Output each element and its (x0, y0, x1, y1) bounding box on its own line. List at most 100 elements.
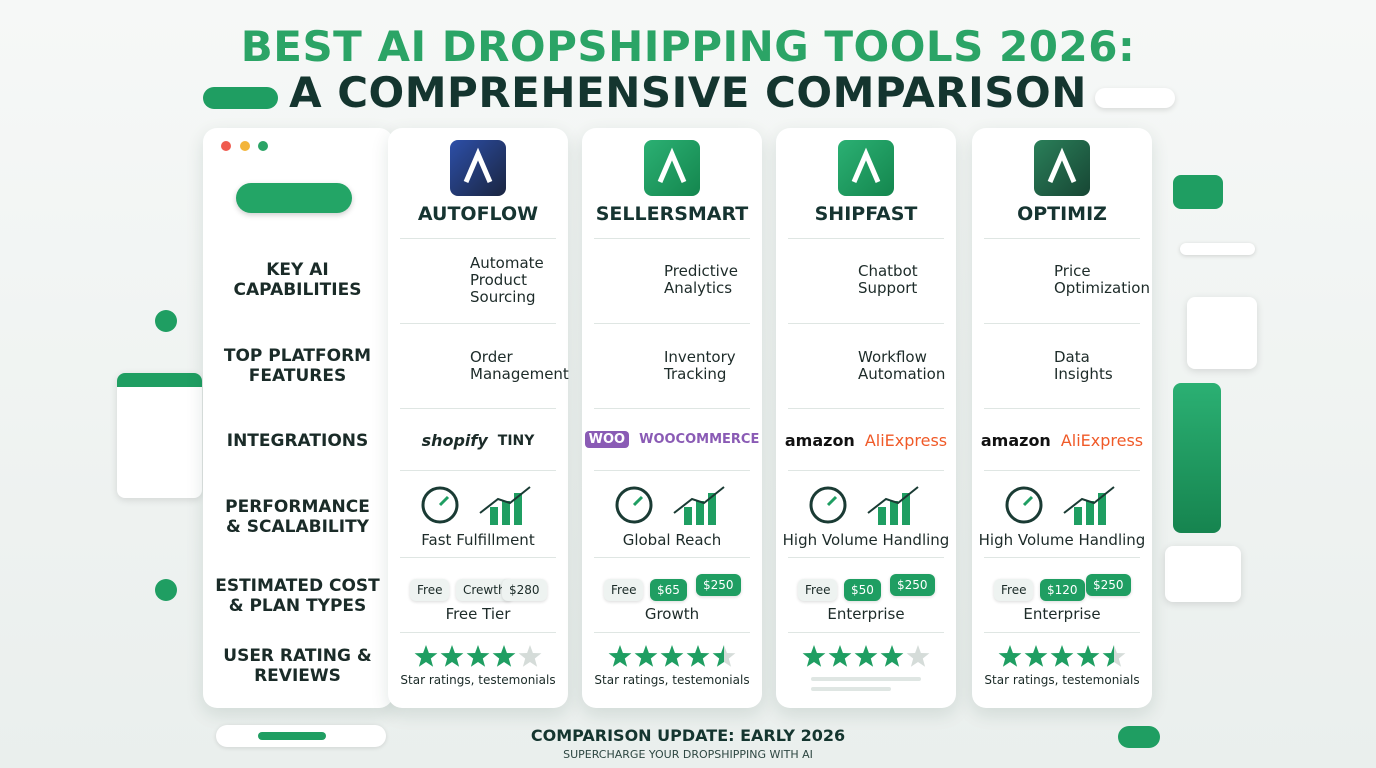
integrations: amazon AliExpress (972, 431, 1152, 450)
tool-logo (838, 140, 894, 196)
capability: Predictive Analytics (664, 262, 738, 297)
cost-tier: Free (410, 579, 450, 601)
performance: High Volume Handling (782, 531, 950, 549)
row-separator (400, 323, 556, 324)
chart-deco (1165, 546, 1241, 602)
row-separator (984, 470, 1140, 471)
tool-card (776, 128, 956, 708)
plan: Growth (644, 605, 700, 623)
integration-logo: TINY (497, 432, 535, 449)
gear-deco (155, 579, 177, 601)
feature-icon: [object Object] (794, 260, 834, 300)
window-bar-deco (117, 373, 202, 387)
feature: Data Insights (1054, 348, 1113, 383)
window-dot (258, 141, 268, 151)
integration-logo: amazon (980, 431, 1051, 450)
tool-name: OPTIMIZ (1017, 203, 1107, 225)
review-line-deco (811, 677, 921, 681)
slider-deco (1180, 243, 1255, 255)
row-separator (594, 408, 750, 409)
row-separator (788, 408, 944, 409)
rating-stars (998, 645, 1126, 667)
feature-icon: [object Object] (794, 346, 834, 386)
integrations: WOO WOOCOMMERCE (582, 431, 762, 448)
cost-tier: $50 (844, 579, 881, 601)
capability: Automate Product Sourcing (470, 253, 544, 306)
integration-logo: WOO (584, 431, 630, 448)
toggle-deco (1118, 726, 1160, 748)
row-separator (788, 557, 944, 558)
row-separator (400, 408, 556, 409)
cost-tier: $280 (502, 579, 547, 601)
plan: Enterprise (827, 605, 905, 623)
performance: High Volume Handling (978, 531, 1146, 549)
row-separator (400, 470, 556, 471)
row-separator (788, 323, 944, 324)
tool-name: AUTOFLOW (417, 203, 539, 225)
panel-deco (1173, 383, 1221, 533)
toggle-deco (203, 87, 278, 109)
integration-logo: AliExpress (1060, 431, 1144, 450)
row-label: PERFORMANCE & SCALABILITY (225, 497, 370, 537)
performance-icon (421, 486, 531, 525)
integrations: shopify TINY (388, 431, 568, 450)
row-separator (984, 408, 1140, 409)
title-line: BEST AI DROPSHIPPING TOOLS 2026: (240, 22, 1136, 71)
performance-icon (615, 486, 725, 525)
row-separator (594, 238, 750, 239)
label-panel (203, 128, 393, 708)
feature-icon: [object Object] (406, 346, 446, 386)
footer-tagline: SUPERCHARGE YOUR DROPSHIPPING WITH AI (563, 748, 813, 761)
row-label: USER RATING & REVIEWS (223, 646, 372, 686)
reviews: Star ratings, testemonials (594, 673, 750, 687)
row-separator (788, 632, 944, 633)
plan: Enterprise (1023, 605, 1101, 623)
tool-card (388, 128, 568, 708)
performance: Fast Fulfillment (421, 531, 535, 549)
performance-icon (809, 486, 919, 525)
integrations: amazon AliExpress (776, 431, 956, 450)
row-separator (788, 238, 944, 239)
performance: Global Reach (622, 531, 722, 549)
feature-icon: [object Object] (406, 260, 446, 300)
row-separator (594, 470, 750, 471)
tool-card (972, 128, 1152, 708)
tool-name: SELLERSMART (595, 203, 749, 225)
check-deco (155, 310, 177, 332)
row-label: TOP PLATFORM FEATURES (223, 346, 372, 386)
reviews: Star ratings, testemonials (400, 673, 556, 687)
review-line-deco (811, 687, 891, 691)
tool-logo (1034, 140, 1090, 196)
gear-deco (1173, 175, 1223, 209)
cost-tier: $65 (650, 579, 687, 601)
plan: Free Tier (445, 605, 511, 623)
feature: Order Management (470, 348, 569, 383)
row-separator (594, 557, 750, 558)
capability: Price Optimization (1054, 262, 1150, 297)
row-separator (788, 470, 944, 471)
title-line: A COMPREHENSIVE COMPARISON (289, 68, 1087, 117)
integration-logo: amazon (784, 431, 855, 450)
rating-stars (414, 645, 542, 667)
integration-logo: AliExpress (864, 431, 948, 450)
tool-logo (644, 140, 700, 196)
feature-icon: [object Object] (990, 346, 1030, 386)
row-separator (984, 323, 1140, 324)
reviews: Star ratings, testemonials (984, 673, 1140, 687)
row-separator (400, 557, 556, 558)
feature-icon: [object Object] (600, 346, 640, 386)
feature: Inventory Tracking (664, 348, 736, 383)
row-label: INTEGRATIONS (226, 431, 369, 451)
window-deco (117, 373, 202, 498)
integration-logo: shopify (421, 431, 488, 450)
performance-icon (1005, 486, 1115, 525)
row-separator (984, 238, 1140, 239)
toggle-deco (236, 183, 352, 213)
rating-stars (802, 645, 930, 667)
feature-icon: [object Object] (600, 260, 640, 300)
cost-tier: Crewth (456, 579, 513, 601)
cost-tier: $250 (696, 574, 741, 596)
rating-stars (608, 645, 736, 667)
integration-logo: WOOCOMMERCE (639, 432, 760, 447)
